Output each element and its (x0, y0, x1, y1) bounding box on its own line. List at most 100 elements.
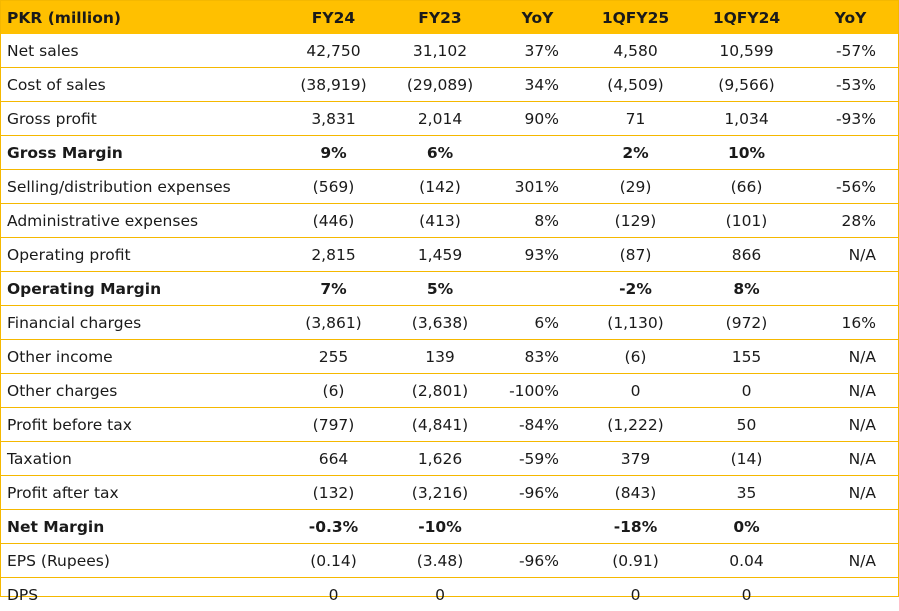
1qfy24-value: 10% (690, 136, 803, 170)
yoy-annual-value: 301% (494, 170, 581, 204)
yoy-annual-value: 8% (494, 204, 581, 238)
yoy-quarterly-value (803, 272, 898, 306)
row-label: Net sales (1, 34, 281, 68)
fy24-value: -0.3% (281, 510, 386, 544)
1qfy25-value: (843) (581, 476, 690, 510)
yoy-annual-value: -96% (494, 544, 581, 578)
fy23-value: (29,089) (386, 68, 494, 102)
table-row: Net Margin-0.3%-10%-18%0% (1, 510, 898, 544)
row-label: Profit after tax (1, 476, 281, 510)
fy24-value: (569) (281, 170, 386, 204)
fy23-value: 0 (386, 578, 494, 611)
1qfy25-value: (4,509) (581, 68, 690, 102)
fy23-value: (413) (386, 204, 494, 238)
1qfy25-value: (87) (581, 238, 690, 272)
1qfy25-value: (1,130) (581, 306, 690, 340)
1qfy24-value: (9,566) (690, 68, 803, 102)
fy23-value: (4,841) (386, 408, 494, 442)
yoy-quarterly-value: 16% (803, 306, 898, 340)
1qfy25-value: 2% (581, 136, 690, 170)
header-1qfy25: 1QFY25 (581, 1, 690, 34)
table-row: Profit before tax(797)(4,841)-84%(1,222)… (1, 408, 898, 442)
fy23-value: 31,102 (386, 34, 494, 68)
1qfy25-value: (1,222) (581, 408, 690, 442)
row-label: Net Margin (1, 510, 281, 544)
yoy-quarterly-value (803, 136, 898, 170)
header-yoy-quarterly: YoY (803, 1, 898, 34)
yoy-quarterly-value: N/A (803, 442, 898, 476)
1qfy25-value: (29) (581, 170, 690, 204)
fy24-value: (797) (281, 408, 386, 442)
yoy-quarterly-value: N/A (803, 238, 898, 272)
yoy-annual-value (494, 272, 581, 306)
1qfy24-value: 866 (690, 238, 803, 272)
1qfy24-value: (972) (690, 306, 803, 340)
1qfy24-value: (14) (690, 442, 803, 476)
1qfy24-value: 0 (690, 374, 803, 408)
yoy-annual-value: -84% (494, 408, 581, 442)
row-label: Gross profit (1, 102, 281, 136)
fy23-value: (3,216) (386, 476, 494, 510)
fy23-value: 6% (386, 136, 494, 170)
row-label: Gross Margin (1, 136, 281, 170)
yoy-annual-value (494, 510, 581, 544)
yoy-quarterly-value (803, 510, 898, 544)
table-row: Financial charges(3,861)(3,638)6%(1,130)… (1, 306, 898, 340)
yoy-annual-value: -96% (494, 476, 581, 510)
header-row: PKR (million) FY24 FY23 YoY 1QFY25 1QFY2… (1, 1, 898, 34)
yoy-quarterly-value: N/A (803, 374, 898, 408)
row-label: EPS (Rupees) (1, 544, 281, 578)
fy24-value: 0 (281, 578, 386, 611)
1qfy24-value: (66) (690, 170, 803, 204)
yoy-quarterly-value: N/A (803, 340, 898, 374)
1qfy24-value: 8% (690, 272, 803, 306)
1qfy25-value: (129) (581, 204, 690, 238)
1qfy25-value: 4,580 (581, 34, 690, 68)
fy23-value: 1,459 (386, 238, 494, 272)
row-label: Taxation (1, 442, 281, 476)
row-label: Selling/distribution expenses (1, 170, 281, 204)
1qfy24-value: (101) (690, 204, 803, 238)
fy23-value: 2,014 (386, 102, 494, 136)
financial-table-container: PKR (million) FY24 FY23 YoY 1QFY25 1QFY2… (0, 0, 899, 597)
fy24-value: 3,831 (281, 102, 386, 136)
1qfy25-value: 71 (581, 102, 690, 136)
yoy-quarterly-value: -53% (803, 68, 898, 102)
header-fy23: FY23 (386, 1, 494, 34)
table-row: Selling/distribution expenses(569)(142)3… (1, 170, 898, 204)
yoy-quarterly-value: N/A (803, 408, 898, 442)
fy23-value: (3.48) (386, 544, 494, 578)
1qfy25-value: (6) (581, 340, 690, 374)
row-label: Other income (1, 340, 281, 374)
yoy-quarterly-value: -93% (803, 102, 898, 136)
1qfy25-value: 0 (581, 578, 690, 611)
yoy-annual-value: -100% (494, 374, 581, 408)
1qfy25-value: 0 (581, 374, 690, 408)
table-row: Administrative expenses(446)(413)8%(129)… (1, 204, 898, 238)
header-label: PKR (million) (1, 1, 281, 34)
fy24-value: 255 (281, 340, 386, 374)
fy24-value: (132) (281, 476, 386, 510)
fy24-value: 7% (281, 272, 386, 306)
yoy-annual-value: 93% (494, 238, 581, 272)
row-label: Profit before tax (1, 408, 281, 442)
yoy-quarterly-value: 28% (803, 204, 898, 238)
fy24-value: 664 (281, 442, 386, 476)
yoy-annual-value: 83% (494, 340, 581, 374)
fy24-value: (6) (281, 374, 386, 408)
fy23-value: 5% (386, 272, 494, 306)
1qfy25-value: -2% (581, 272, 690, 306)
fy24-value: (3,861) (281, 306, 386, 340)
yoy-annual-value (494, 136, 581, 170)
fy23-value: 139 (386, 340, 494, 374)
yoy-quarterly-value: N/A (803, 544, 898, 578)
